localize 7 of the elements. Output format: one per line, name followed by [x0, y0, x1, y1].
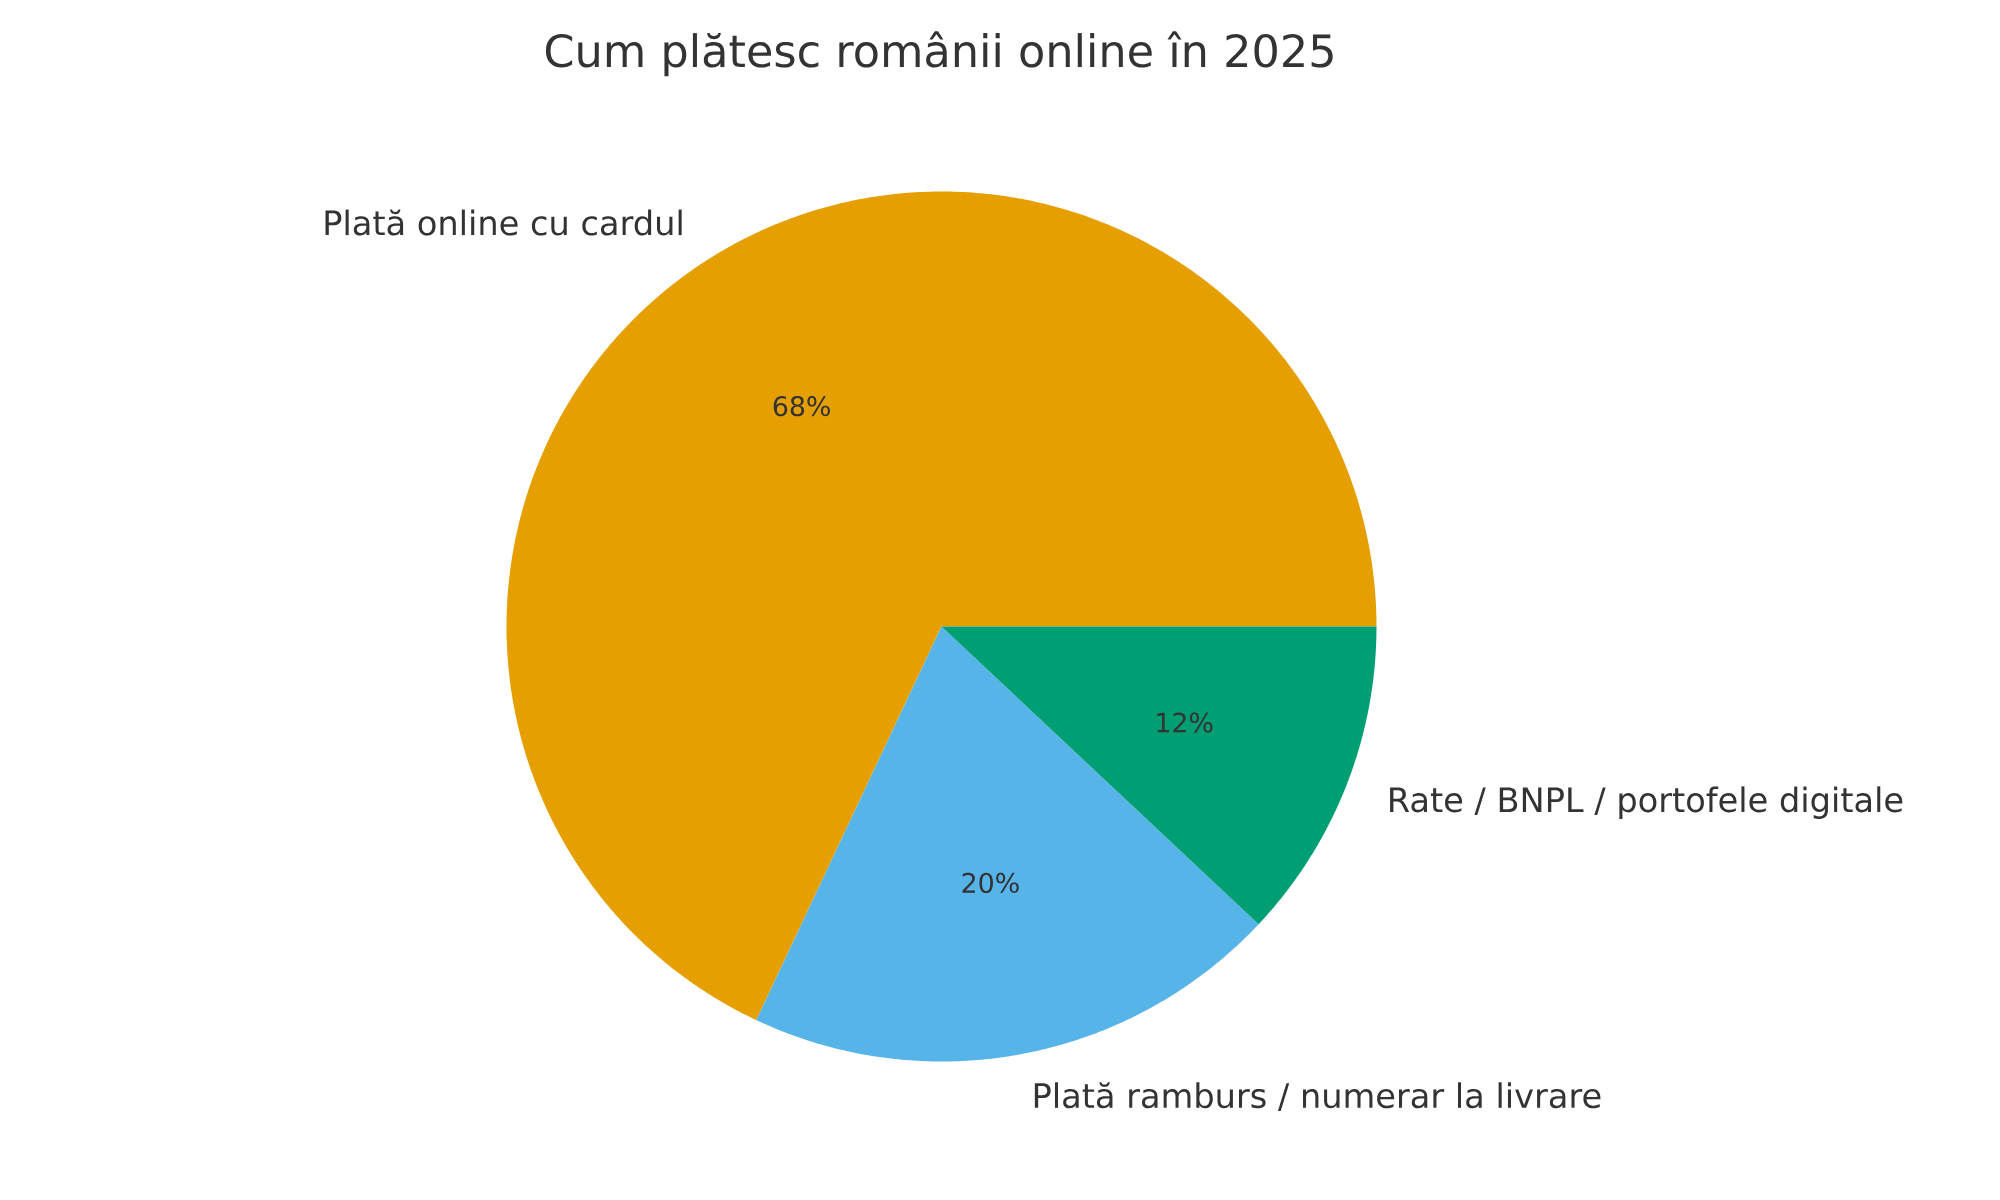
slice-label: Plată online cu cardul: [325, 209, 682, 236]
chart-title: Cum plătesc românii online în 2025: [545, 31, 1333, 77]
data-label: 68%: [773, 395, 830, 417]
slice-label: Plată ramburs / numerar la livrare: [1034, 1082, 1601, 1111]
data-label: 12%: [1157, 712, 1213, 733]
slice-label: Rate / BNPL / portofele digitale: [1390, 786, 1903, 819]
data-label: 20%: [962, 872, 1019, 894]
